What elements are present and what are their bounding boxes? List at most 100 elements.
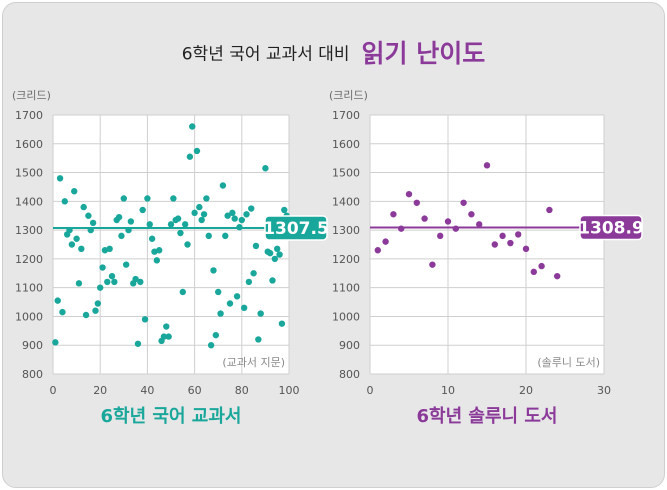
- x-tick-label: 20: [93, 384, 107, 397]
- y-tick-label: 1100: [15, 282, 43, 295]
- data-point: [468, 211, 475, 218]
- y-axis-unit: (크리드): [12, 89, 51, 102]
- data-point: [73, 235, 80, 242]
- data-point: [276, 251, 283, 258]
- title-emphasis: 읽기 난이도: [361, 39, 486, 68]
- data-point: [278, 320, 286, 327]
- data-point: [184, 241, 191, 248]
- y-tick-label: 1400: [332, 195, 360, 208]
- x-tick-label: 80: [235, 384, 249, 397]
- data-point: [483, 162, 491, 169]
- data-point: [163, 323, 170, 330]
- data-point: [243, 211, 250, 218]
- data-point: [61, 198, 68, 205]
- data-point: [240, 304, 248, 312]
- data-point: [146, 221, 153, 228]
- data-point: [66, 226, 73, 234]
- data-point: [250, 270, 257, 277]
- data-point: [507, 239, 514, 247]
- y-tick-label: 1600: [332, 138, 360, 151]
- data-point: [207, 342, 215, 349]
- data-point: [231, 215, 238, 222]
- data-point: [52, 339, 59, 346]
- data-point: [229, 209, 236, 217]
- data-point: [144, 195, 151, 202]
- data-point: [156, 247, 163, 254]
- data-point: [59, 308, 66, 316]
- data-point: [382, 238, 389, 245]
- chart-2: 800 900 1000 1100 1200 1300 1400 1500 1600 1700 0 1…: [329, 89, 644, 427]
- series-note: (솔루니 도서): [537, 356, 600, 369]
- data-point: [191, 209, 198, 217]
- data-point: [460, 199, 467, 206]
- y-tick-label: 1000: [15, 310, 43, 323]
- data-point: [75, 280, 83, 287]
- data-point: [87, 226, 94, 234]
- series-note: (교과서 지문): [222, 356, 285, 369]
- x-tick-label: 0: [50, 384, 57, 397]
- average-badge: [579, 214, 643, 241]
- data-point: [127, 218, 135, 225]
- data-point: [160, 333, 168, 340]
- x-tick-label: 0: [367, 384, 374, 397]
- y-tick-label: 1700: [15, 109, 43, 122]
- data-point: [238, 216, 245, 224]
- data-point: [85, 212, 92, 219]
- data-point: [177, 229, 184, 237]
- data-point: [398, 225, 405, 232]
- data-point: [118, 232, 125, 240]
- data-point: [97, 284, 104, 291]
- data-point: [174, 215, 182, 222]
- y-axis-unit: (크리드): [329, 89, 368, 102]
- data-point: [421, 215, 428, 222]
- data-point: [82, 311, 90, 319]
- y-tick-label: 800: [22, 368, 43, 381]
- data-point: [222, 232, 229, 240]
- data-point: [68, 241, 76, 248]
- data-point: [266, 249, 274, 257]
- data-point: [193, 147, 201, 155]
- x-tick-label: 100: [279, 384, 300, 397]
- y-tick-label: 1700: [332, 109, 360, 122]
- plot-area: [53, 115, 289, 374]
- y-tick-label: 800: [339, 368, 360, 381]
- data-point: [522, 245, 530, 253]
- data-point: [181, 221, 189, 228]
- data-point: [437, 232, 444, 240]
- data-point: [134, 340, 142, 347]
- data-point: [210, 267, 217, 274]
- x-tick-label: 10: [441, 384, 455, 397]
- y-tick-label: 1500: [15, 167, 43, 180]
- data-point: [179, 288, 186, 296]
- y-tick-label: 1300: [332, 224, 360, 237]
- average-badge: [264, 215, 328, 241]
- data-point: [281, 206, 288, 214]
- y-tick-label: 1200: [15, 253, 43, 266]
- data-point: [217, 310, 224, 317]
- data-point: [189, 123, 196, 130]
- y-tick-label: 1000: [332, 310, 360, 323]
- data-point: [499, 232, 506, 240]
- data-point: [94, 300, 102, 307]
- data-point: [248, 205, 255, 212]
- x-tick-label: 60: [188, 384, 202, 397]
- data-point: [170, 195, 177, 202]
- y-tick-label: 1100: [332, 282, 360, 295]
- data-point: [141, 316, 149, 323]
- data-point: [78, 245, 85, 253]
- data-point: [245, 278, 253, 286]
- data-point: [546, 206, 553, 214]
- data-point: [515, 231, 522, 238]
- data-point: [139, 206, 146, 214]
- data-point: [219, 182, 227, 189]
- data-point: [429, 261, 436, 268]
- data-point: [215, 288, 222, 296]
- y-tick-label: 1600: [15, 138, 43, 151]
- data-point: [224, 212, 231, 219]
- plot-area: [370, 115, 604, 374]
- data-point: [262, 165, 269, 172]
- data-point: [99, 264, 106, 271]
- data-point: [54, 297, 61, 304]
- average-value: 1308.9: [578, 219, 644, 239]
